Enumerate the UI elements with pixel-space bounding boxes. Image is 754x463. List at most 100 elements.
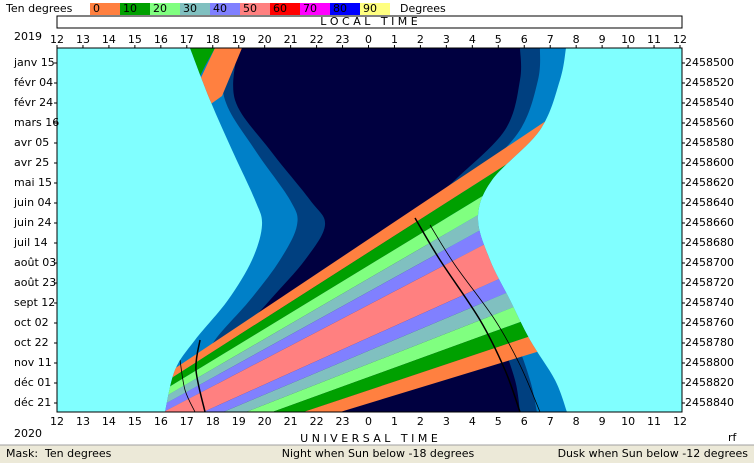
bottom-hour-label: 13 xyxy=(76,415,90,428)
julian-day-label: 2458620 xyxy=(685,176,734,189)
local-title-frame xyxy=(56,15,683,29)
legend-value: 70 xyxy=(303,2,317,15)
legend-swatch xyxy=(270,3,300,15)
top-hour-label: 23 xyxy=(336,33,350,46)
julian-day-label: 2458640 xyxy=(685,196,734,209)
date-label: mars 16 xyxy=(14,116,59,129)
top-hour-label: 12 xyxy=(50,33,64,46)
legend-swatch xyxy=(150,3,180,15)
julian-day-label: 2458560 xyxy=(685,116,734,129)
local-time-title: L O C A L T I M E xyxy=(320,15,418,28)
date-label: déc 01 xyxy=(14,376,51,389)
moon-band xyxy=(165,281,567,412)
date-label: août 03 xyxy=(14,256,56,269)
top-hour-label: 11 xyxy=(647,33,661,46)
moon-track xyxy=(195,339,206,412)
bottom-hour-label: 15 xyxy=(128,415,142,428)
julian-day-label: 2458840 xyxy=(685,396,734,409)
moon-bands xyxy=(165,48,567,412)
date-label: déc 21 xyxy=(14,396,51,409)
legend-swatch xyxy=(330,3,360,15)
bottom-hour-label: 6 xyxy=(521,415,528,428)
top-hour-label: 22 xyxy=(310,33,324,46)
legend-swatch xyxy=(90,3,120,15)
legend-value: 80 xyxy=(333,2,347,15)
moon-track xyxy=(179,359,196,412)
bottom-hour-label: 4 xyxy=(469,415,476,428)
legend-swatch xyxy=(120,3,150,15)
legend-unit: Degrees xyxy=(400,2,446,15)
legend-value: 20 xyxy=(153,2,167,15)
moon-band xyxy=(165,300,567,412)
bottom-hour-label: 5 xyxy=(495,415,502,428)
julian-day-label: 2458540 xyxy=(685,96,734,109)
date-label: mai 15 xyxy=(14,176,52,189)
legend-value: 10 xyxy=(123,2,137,15)
top-hour-label: 21 xyxy=(284,33,298,46)
top-hour-label: 12 xyxy=(673,33,687,46)
julian-day-label: 2458680 xyxy=(685,236,734,249)
bottom-hour-label: 19 xyxy=(232,415,246,428)
moon-band xyxy=(165,136,567,406)
julian-day-label: 2458580 xyxy=(685,136,734,149)
date-label: juin 04 xyxy=(13,196,52,209)
julian-day-label: 2458760 xyxy=(685,316,734,329)
bottom-hour-label: 10 xyxy=(621,415,635,428)
date-label: juil 14 xyxy=(13,236,48,249)
top-hour-label: 7 xyxy=(547,33,554,46)
legend-value: 0 xyxy=(93,2,100,15)
end-year: 2020 xyxy=(14,427,42,440)
top-hour-label: 17 xyxy=(180,33,194,46)
moon-band xyxy=(198,48,242,106)
top-hour-label: 18 xyxy=(206,33,220,46)
julian-day-label: 2458820 xyxy=(685,376,734,389)
top-hour-label: 10 xyxy=(621,33,635,46)
legend-value: 60 xyxy=(273,2,287,15)
legend-swatch xyxy=(210,3,240,15)
date-label: févr 04 xyxy=(14,76,53,89)
top-hour-label: 14 xyxy=(102,33,116,46)
moon-track xyxy=(414,217,521,412)
top-hour-label: 9 xyxy=(599,33,606,46)
legend-value: 40 xyxy=(213,2,227,15)
legend-swatch xyxy=(180,3,210,15)
bottom-hour-label: 23 xyxy=(336,415,350,428)
top-hour-label: 15 xyxy=(128,33,142,46)
start-year: 2019 xyxy=(14,30,42,43)
top-hour-label: 13 xyxy=(76,33,90,46)
bottom-hour-label: 12 xyxy=(50,415,64,428)
date-label: juin 24 xyxy=(13,216,52,229)
legend-value: 90 xyxy=(363,2,377,15)
bottom-hour-label: 2 xyxy=(417,415,424,428)
top-hour-label: 5 xyxy=(495,33,502,46)
legend-title: Ten degrees xyxy=(5,2,73,15)
legend-swatch xyxy=(360,3,390,15)
bottom-hour-label: 22 xyxy=(310,415,324,428)
bottom-hour-label: 21 xyxy=(284,415,298,428)
date-label: janv 15 xyxy=(13,56,55,69)
top-hour-label: 16 xyxy=(154,33,168,46)
julian-day-label: 2458780 xyxy=(685,336,734,349)
moon-band xyxy=(165,194,567,412)
date-label: sept 12 xyxy=(14,296,55,309)
top-hour-label: 4 xyxy=(469,33,476,46)
date-label: oct 22 xyxy=(14,336,49,349)
date-label: nov 11 xyxy=(14,356,52,369)
julian-day-label: 2458720 xyxy=(685,276,734,289)
top-hour-label: 0 xyxy=(365,33,372,46)
julian-day-label: 2458700 xyxy=(685,256,734,269)
moon-band xyxy=(165,98,567,392)
moon-band xyxy=(165,117,567,399)
top-hour-label: 19 xyxy=(232,33,246,46)
universal-time-title: U N I V E R S A L T I M E xyxy=(300,432,438,445)
status-bar xyxy=(0,445,754,463)
legend-swatch xyxy=(300,3,330,15)
status-night: Night when Sun below -18 degrees xyxy=(282,447,475,460)
top-hour-label: 8 xyxy=(573,33,580,46)
bottom-hour-label: 16 xyxy=(154,415,168,428)
bottom-hour-label: 20 xyxy=(258,415,272,428)
legend-value: 50 xyxy=(243,2,257,15)
bottom-hour-label: 3 xyxy=(443,415,450,428)
moon-band xyxy=(165,155,567,412)
